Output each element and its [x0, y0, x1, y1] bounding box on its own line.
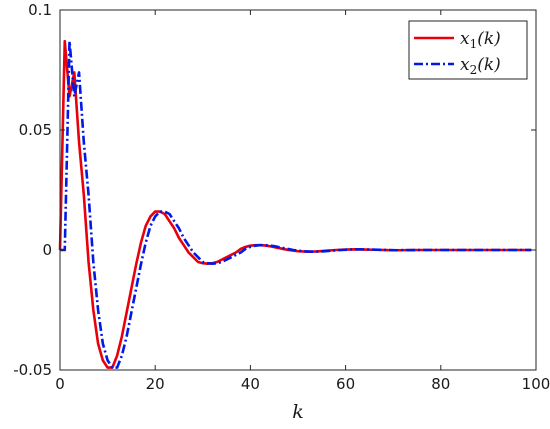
x-tick-label: 20 [146, 375, 165, 393]
x-tick-label: 0 [55, 375, 65, 393]
series-layer [58, 39, 532, 369]
x-tick-label: 40 [241, 375, 260, 393]
legend-box [408, 20, 528, 80]
x-tick-label: 60 [336, 375, 355, 393]
legend-label-x1: x1(k) [460, 29, 501, 51]
legend-label-x2: x2(k) [460, 55, 501, 77]
plot-frame [59, 9, 537, 371]
y-tick-label: -0.05 [13, 361, 52, 379]
x-tick-label: 80 [431, 375, 450, 393]
x-tick-label: 100 [522, 375, 550, 393]
y-tick-label: 0.1 [28, 1, 52, 19]
legend: x1(k) x2(k) [408, 20, 528, 80]
x-axis-label: k [292, 401, 304, 423]
series-line-2 [60, 39, 532, 369]
y-tick-label: 0.05 [19, 121, 52, 139]
y-tick-label: 0 [42, 241, 52, 259]
